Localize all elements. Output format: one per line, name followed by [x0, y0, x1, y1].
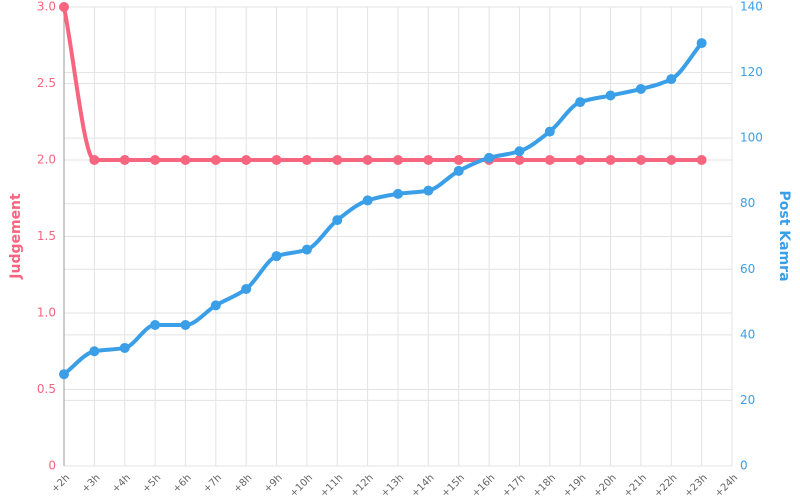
- data-point: [210, 155, 221, 165]
- data-point: [59, 369, 69, 380]
- y2-tick-label: 0: [740, 459, 748, 473]
- y-tick-label: 1.0: [37, 306, 56, 320]
- data-point: [119, 342, 130, 353]
- data-point: [393, 155, 403, 165]
- x-tick-label: +20h: [592, 472, 619, 499]
- data-point: [423, 155, 434, 165]
- data-point: [301, 244, 312, 255]
- y2-tick-label: 20: [740, 393, 755, 407]
- data-point: [544, 155, 555, 165]
- y-tick-label: 0.5: [37, 382, 56, 396]
- data-point: [119, 155, 130, 165]
- y2-tick-label: 40: [740, 327, 755, 341]
- x-tick-label: +17h: [501, 472, 528, 499]
- data-point: [484, 152, 495, 163]
- data-point: [393, 188, 403, 199]
- data-point: [605, 90, 616, 101]
- x-tick-label: +14h: [409, 472, 436, 499]
- x-tick-label: +9h: [262, 472, 285, 495]
- x-tick-label: +15h: [440, 472, 467, 499]
- x-tick-label: +3h: [80, 472, 103, 495]
- data-point: [666, 155, 677, 165]
- data-point: [453, 165, 464, 176]
- y2-tick-label: 140: [740, 0, 763, 14]
- data-point: [241, 155, 252, 165]
- data-point: [514, 155, 525, 165]
- y2-tick-label: 100: [740, 131, 763, 145]
- data-point: [666, 74, 677, 85]
- x-tick-label: +18h: [531, 472, 558, 499]
- data-point: [605, 155, 616, 165]
- data-point: [575, 97, 586, 108]
- data-point: [241, 283, 252, 294]
- y-tick-label: 2.5: [37, 76, 56, 90]
- x-tick-label: +24h: [713, 472, 740, 499]
- y-tick-label: 3.0: [37, 0, 56, 14]
- x-tick-label: +13h: [379, 472, 406, 499]
- x-tick-label: +7h: [201, 472, 224, 495]
- x-tick-label: +16h: [470, 472, 497, 499]
- y-tick-label: 2.0: [37, 153, 56, 167]
- data-point: [696, 155, 707, 165]
- data-point: [180, 320, 191, 331]
- data-point: [332, 215, 343, 226]
- data-point: [271, 155, 282, 165]
- data-point: [696, 38, 707, 49]
- x-tick-label: +10h: [288, 472, 315, 499]
- data-point: [453, 155, 464, 165]
- data-point: [362, 195, 373, 206]
- x-tick-label: +22h: [652, 472, 679, 499]
- data-point: [271, 251, 282, 262]
- y-axis-label: Judgement: [8, 193, 24, 280]
- data-point: [89, 155, 100, 165]
- x-tick-label: +19h: [561, 472, 588, 499]
- data-point: [150, 320, 161, 331]
- y2-tick-label: 120: [740, 65, 763, 79]
- data-point: [635, 83, 646, 94]
- data-point: [635, 155, 646, 165]
- x-tick-label: +4h: [110, 472, 133, 495]
- x-tick-label: +21h: [622, 472, 649, 499]
- y2-tick-label: 60: [740, 262, 755, 276]
- y2-axis-label: Post Kamra: [776, 190, 792, 281]
- data-point: [544, 126, 555, 137]
- x-tick-label: +5h: [141, 472, 164, 495]
- y-tick-label: 1.5: [37, 229, 56, 243]
- x-tick-label: +2h: [50, 472, 73, 495]
- series-line: [62, 41, 704, 377]
- data-point: [301, 155, 312, 165]
- data-point: [514, 146, 525, 157]
- x-tick-label: +12h: [349, 472, 376, 499]
- data-point: [89, 346, 100, 357]
- data-point: [362, 155, 373, 165]
- x-tick-label: +23h: [683, 472, 710, 499]
- data-point: [150, 155, 161, 165]
- y2-tick-label: 80: [740, 196, 755, 210]
- y-tick-label: 0: [48, 459, 56, 473]
- data-point: [210, 300, 221, 311]
- x-tick-label: +8h: [232, 472, 255, 495]
- data-point: [332, 155, 343, 165]
- x-tick-label: +6h: [171, 472, 194, 495]
- data-point: [575, 155, 586, 165]
- x-tick-label: +11h: [318, 472, 345, 499]
- data-point: [59, 2, 69, 12]
- data-point: [423, 185, 434, 196]
- data-point: [180, 155, 191, 165]
